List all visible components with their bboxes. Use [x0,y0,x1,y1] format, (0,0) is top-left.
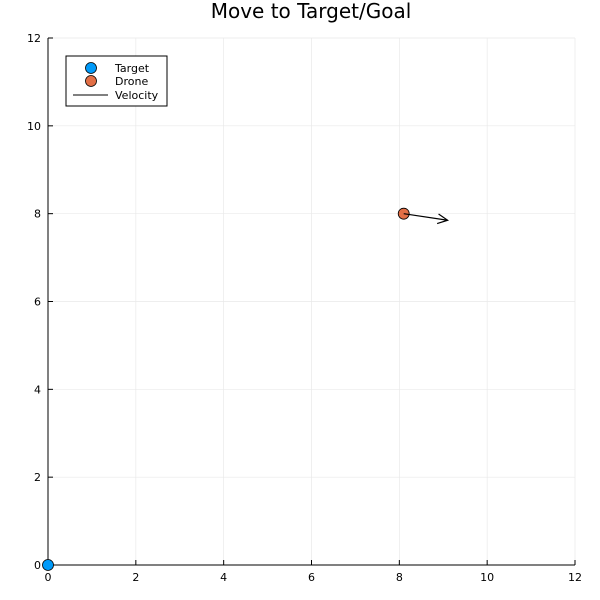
legend-box [65,55,168,107]
y-tick-label-5: 10 [27,120,41,133]
x-tick-label-6: 12 [568,571,582,584]
legend-label-target: Target [114,62,150,75]
grid [47,37,576,566]
chart-title: Move to Target/Goal [211,0,412,23]
data-marks [42,207,450,571]
y-tick-label-3: 6 [34,296,41,309]
legend: Target Drone Velocity [65,55,168,107]
tick-labels: 0 2 4 6 8 10 12 0 2 4 6 8 10 12 [27,32,582,584]
velocity-arrow-head [436,213,450,225]
legend-label-velocity: Velocity [115,89,159,102]
legend-label-drone: Drone [115,75,148,88]
x-tick-label-4: 8 [396,571,403,584]
x-tick-label-1: 2 [132,571,139,584]
y-tick-label-6: 12 [27,32,41,45]
target-point-0 [42,559,54,571]
x-tick-label-0: 0 [45,571,52,584]
x-tick-label-3: 6 [308,571,315,584]
y-tick-label-4: 8 [34,208,41,221]
x-tick-label-2: 4 [220,571,227,584]
legend-marker-target [85,62,97,74]
y-tick-label-0: 0 [34,559,41,572]
legend-marker-drone [85,75,97,87]
y-tick-label-2: 4 [34,383,41,396]
x-tick-label-5: 10 [480,571,494,584]
velocity-arrow-shaft [403,213,448,221]
axes [47,37,576,566]
y-tick-label-1: 2 [34,471,41,484]
